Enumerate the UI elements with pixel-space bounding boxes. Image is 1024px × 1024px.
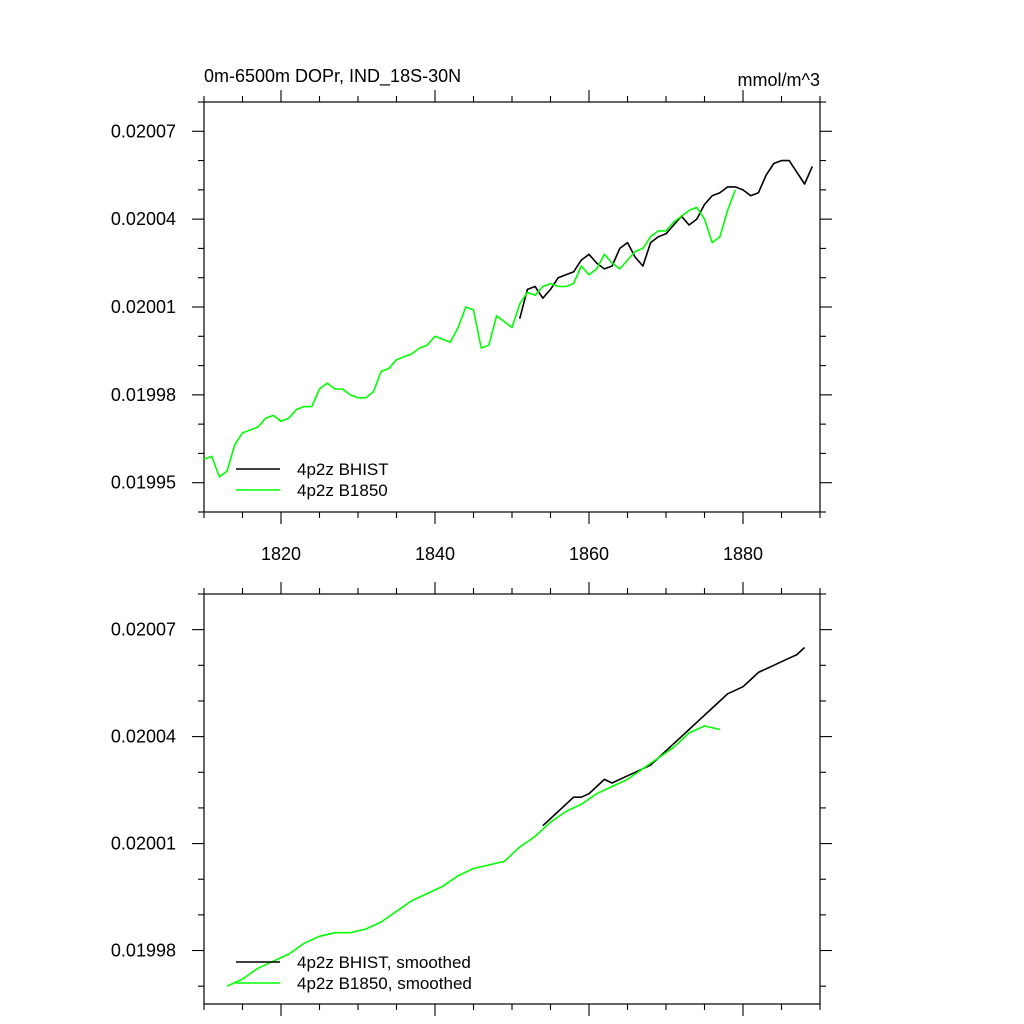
y-tick-label: 0.02007 [111, 620, 176, 640]
series-line-bhist [542, 646, 806, 827]
y-tick-label: 0.01998 [111, 941, 176, 961]
tick-labels: 0.01998 0.02001 0.02004 0.02007 [111, 620, 176, 961]
y-tick-label: 0.02001 [111, 834, 176, 854]
x-tick-label: 1860 [569, 544, 609, 564]
x-tick-label: 1820 [261, 544, 301, 564]
chart-title-left: 0m-6500m DOPr, IND_18S-30N [204, 66, 461, 87]
y-tick-label: 0.01995 [111, 473, 176, 493]
tick-labels: 1820 1840 1860 1880 0.01995 0.01998 0.02001 0.0… [111, 121, 763, 564]
legend-label-b1850-smoothed: 4p2z B1850, smoothed [297, 974, 472, 993]
y-tick-label: 0.01998 [111, 385, 176, 405]
x-tick-label: 1880 [723, 544, 763, 564]
legend: 4p2z BHIST, smoothed 4p2z B1850, smoothe… [236, 953, 472, 993]
series-line-b1850 [226, 725, 721, 987]
plot-frame [203, 593, 821, 1005]
series-line-b1850 [203, 189, 737, 478]
legend: 4p2z BHIST 4p2z B1850 [236, 460, 389, 500]
legend-label-bhist: 4p2z BHIST [297, 460, 389, 479]
legend-label-bhist-smoothed: 4p2z BHIST, smoothed [297, 953, 471, 972]
bottom-panel: 0.01998 0.02001 0.02004 0.02007 4p2z BHIST,… [111, 582, 832, 1016]
legend-label-b1850: 4p2z B1850 [297, 481, 388, 500]
series-lines [203, 159, 814, 478]
tick-marks [192, 90, 832, 524]
plot-frame [203, 101, 821, 513]
tick-marks [192, 582, 832, 1016]
y-tick-label: 0.02004 [111, 727, 176, 747]
x-tick-label: 1840 [415, 544, 455, 564]
chart-units-label: mmol/m^3 [738, 70, 820, 90]
series-lines [226, 646, 806, 987]
y-tick-label: 0.02004 [111, 209, 176, 229]
y-tick-label: 0.02007 [111, 121, 176, 141]
top-panel: 0m-6500m DOPr, IND_18S-30N mmol/m^3 1820… [111, 66, 832, 564]
series-line-bhist [518, 159, 814, 319]
y-tick-label: 0.02001 [111, 297, 176, 317]
